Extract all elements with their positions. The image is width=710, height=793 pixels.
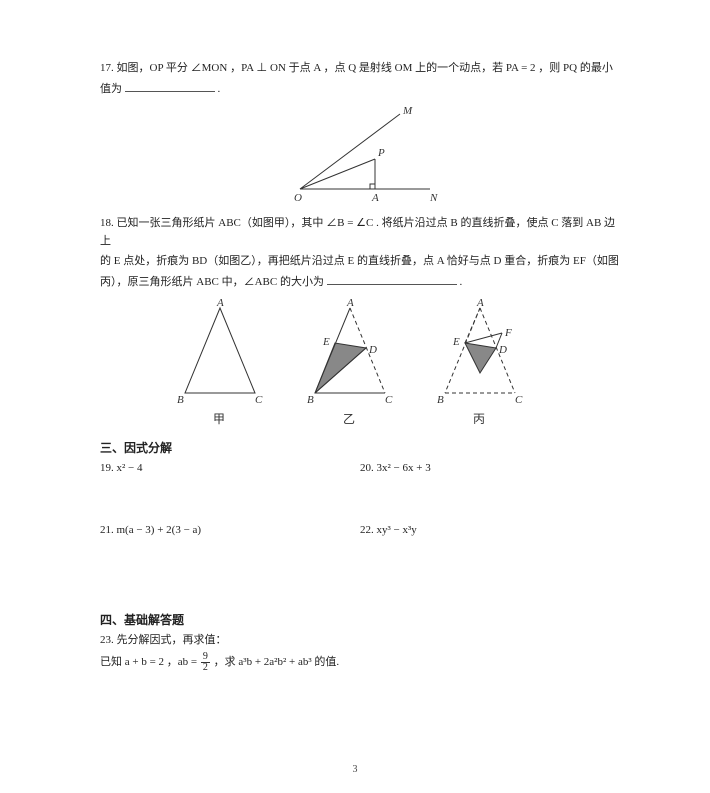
q17-figure: M P O A N	[100, 104, 620, 207]
page-number: 3	[0, 764, 710, 775]
q17-line1: 17. 如图，OP 平分 ∠MON ，PA ⊥ ON 于点 A ，点 Q 是射线…	[100, 60, 620, 78]
q23-post: ，求 a³b + 2a²b² + ab³ 的值.	[214, 656, 340, 668]
q17-blank	[125, 81, 215, 92]
svg-text:N: N	[429, 192, 438, 204]
q20-num: 20.	[360, 462, 374, 474]
q17-text-b: 值为	[100, 83, 122, 95]
svg-text:乙: 乙	[343, 412, 355, 426]
q17-line2: 值为 .	[100, 81, 620, 99]
svg-text:C: C	[385, 394, 393, 406]
svg-text:甲: 甲	[213, 412, 225, 426]
svg-text:C: C	[255, 394, 263, 406]
q19-expr: x² − 4	[117, 462, 143, 474]
q18-figure: A B C A B C E D	[100, 298, 620, 431]
q21-expr: m(a − 3) + 2(3 − a)	[117, 524, 202, 536]
svg-text:A: A	[371, 192, 379, 204]
section3-title: 三、因式分解	[100, 439, 620, 456]
q17-text-a: 如图，OP 平分 ∠MON ，PA ⊥ ON 于点 A ，点 Q 是射线 OM …	[117, 62, 613, 74]
q20-expr: 3x² − 6x + 3	[377, 462, 431, 474]
q17-svg: M P O A N	[270, 104, 450, 204]
svg-text:M: M	[402, 105, 413, 117]
q18-line2: 的 E 点处，折痕为 BD（如图乙），再把纸片沿过点 E 的直线折叠，点 A 恰…	[100, 253, 620, 271]
q23-line1: 23. 先分解因式，再求值：	[100, 632, 620, 650]
row-19-20: 19. x² − 4 20. 3x² − 6x + 3	[100, 460, 620, 481]
q23-line2: 已知 a + b = 2 ，ab = 9 2 ，求 a³b + 2a²b² + …	[100, 652, 620, 673]
q23-num: 23.	[100, 634, 114, 646]
q18-after: .	[459, 276, 462, 288]
q18-line3: 丙），原三角形纸片 ABC 中，∠ABC 的大小为 .	[100, 274, 620, 292]
svg-text:O: O	[294, 192, 302, 204]
svg-text:B: B	[307, 394, 314, 406]
row-21-22: 21. m(a − 3) + 2(3 − a) 22. xy³ − x³y	[100, 522, 620, 543]
svg-text:C: C	[515, 394, 523, 406]
svg-text:B: B	[177, 394, 184, 406]
q23-frac-den: 2	[201, 663, 210, 673]
q21-num: 21.	[100, 524, 114, 536]
q18-blank	[327, 274, 457, 285]
q18-text-b: 的 E 点处，折痕为 BD（如图乙），再把纸片沿过点 E 的直线折叠，点 A 恰…	[100, 255, 619, 267]
q23-text-a: 先分解因式，再求值：	[117, 634, 227, 646]
q23-pre: 已知 a + b = 2 ，ab =	[100, 656, 200, 668]
svg-text:E: E	[452, 336, 460, 348]
svg-text:丙: 丙	[473, 412, 485, 426]
q18-number: 18.	[100, 217, 114, 229]
svg-text:D: D	[498, 344, 507, 356]
q18-text-c: 丙），原三角形纸片 ABC 中，∠ABC 的大小为	[100, 276, 324, 288]
q18-line1: 18. 已知一张三角形纸片 ABC（如图甲），其中 ∠B = ∠C . 将纸片沿…	[100, 215, 620, 250]
q23-frac: 9 2	[201, 652, 210, 673]
svg-text:F: F	[504, 327, 512, 339]
svg-text:A: A	[216, 298, 224, 309]
section4-title: 四、基础解答题	[100, 611, 620, 628]
q18-svg: A B C A B C E D	[160, 298, 560, 428]
svg-text:B: B	[437, 394, 444, 406]
svg-text:E: E	[322, 336, 330, 348]
q17-number: 17.	[100, 62, 114, 74]
svg-text:D: D	[368, 344, 377, 356]
q22-expr: xy³ − x³y	[377, 524, 417, 536]
q17-after: .	[218, 83, 221, 95]
q22-num: 22.	[360, 524, 374, 536]
svg-text:A: A	[476, 298, 484, 309]
svg-text:P: P	[377, 147, 385, 159]
q19-num: 19.	[100, 462, 114, 474]
q18-text-a: 已知一张三角形纸片 ABC（如图甲），其中 ∠B = ∠C . 将纸片沿过点 B…	[100, 217, 615, 247]
svg-text:A: A	[346, 298, 354, 309]
